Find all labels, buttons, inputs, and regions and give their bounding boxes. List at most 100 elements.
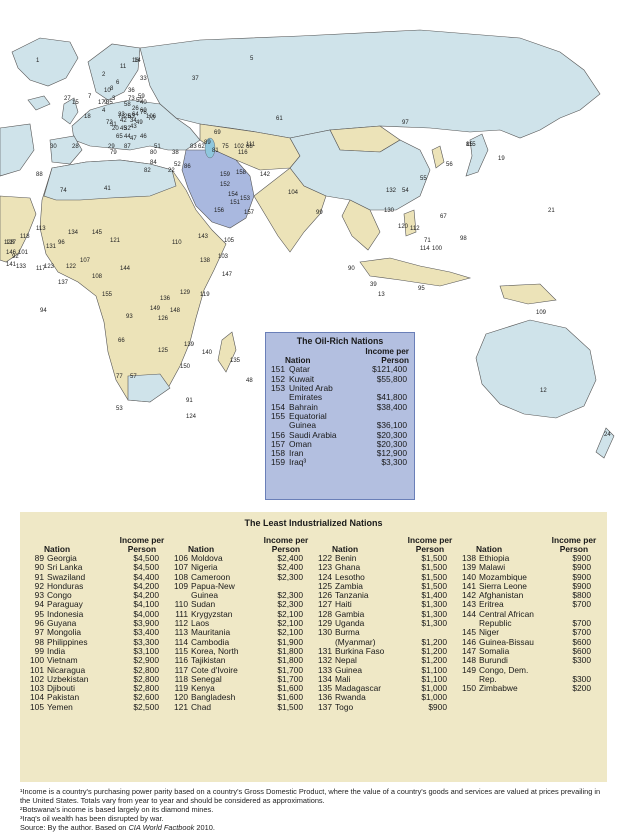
map-label-136: 136 bbox=[160, 296, 171, 302]
least-row-nation: Burma (Myanmar) bbox=[335, 627, 376, 647]
map-label-151: 151 bbox=[230, 200, 241, 206]
least-row-number: 122 bbox=[318, 553, 332, 563]
map-label-117: 117 bbox=[36, 266, 46, 272]
map-label-125: 125 bbox=[158, 348, 169, 354]
map-label-108: 108 bbox=[92, 274, 103, 280]
least-row-income: $4,500 bbox=[133, 553, 159, 563]
least-row-number: 146 bbox=[462, 636, 476, 647]
least-row-nation: Zambia bbox=[335, 580, 363, 591]
map-label-93: 93 bbox=[126, 314, 133, 320]
least-row-nation: Bangladesh bbox=[191, 692, 236, 703]
least-row-number: 92 bbox=[34, 580, 44, 591]
least-row: 105 Yemen $2,500 bbox=[28, 702, 166, 712]
least-row-number: 150 bbox=[462, 683, 476, 694]
least-row-income: $2,400 bbox=[277, 562, 303, 573]
least-row-nation: Krygyzstan bbox=[191, 608, 233, 619]
least-row: 142 Afghanistan $800 bbox=[460, 590, 598, 601]
map-label-121: 121 bbox=[110, 238, 121, 244]
map-label-105: 105 bbox=[224, 238, 235, 244]
least-col-income: Income per Person bbox=[119, 535, 165, 554]
map-label-50: 50 bbox=[136, 98, 143, 104]
map-label-25: 25 bbox=[124, 114, 131, 120]
least-row: 108 Cameroon $2,300 bbox=[172, 572, 310, 582]
least-row: 118 Senegal $1,700 bbox=[172, 674, 310, 684]
map-label-143: 143 bbox=[198, 234, 209, 240]
india bbox=[253, 167, 327, 253]
least-row: 114 Cambodia $1,900 bbox=[172, 637, 310, 647]
least-row-income: $900 bbox=[572, 571, 591, 582]
least-row-income: $2,300 bbox=[277, 599, 303, 610]
map-label-147: 147 bbox=[222, 272, 233, 278]
map-label-52: 52 bbox=[174, 162, 181, 168]
oil-row-income: $36,100 bbox=[376, 420, 407, 431]
least-row-income: $1,800 bbox=[277, 655, 303, 666]
least-row-income: $1,200 bbox=[421, 645, 447, 656]
least-row-income: $300 bbox=[572, 673, 591, 684]
map-label-89: 89 bbox=[204, 140, 211, 146]
map-label-145: 145 bbox=[92, 230, 103, 236]
map-label-131: 131 bbox=[46, 244, 57, 250]
least-row-income: $2,100 bbox=[277, 627, 303, 638]
least-row-number: 124 bbox=[318, 571, 332, 582]
least-row-income: $700 bbox=[572, 599, 591, 610]
map-label-116: 116 bbox=[238, 150, 248, 156]
least-row-nation: Afghanistan bbox=[479, 590, 524, 601]
least-row-number: 103 bbox=[30, 683, 44, 694]
least-row-number: 100 bbox=[30, 655, 44, 666]
least-row: 134 Mali $1,100 bbox=[316, 673, 454, 684]
map-label-4: 4 bbox=[102, 108, 106, 114]
least-row-nation: Niger bbox=[479, 627, 500, 638]
least-row-number: 137 bbox=[318, 701, 332, 712]
oil-row-income: $3,300 bbox=[381, 457, 407, 468]
least-row-income: $1,600 bbox=[277, 692, 303, 703]
map-label-87: 87 bbox=[124, 144, 131, 150]
source-suffix: 2010. bbox=[194, 823, 215, 832]
americas-north bbox=[0, 123, 35, 177]
least-row-nation: Mozambique bbox=[479, 571, 527, 582]
least-row-income: $1,500 bbox=[277, 701, 303, 712]
map-label-128: 128 bbox=[4, 240, 15, 246]
iberia bbox=[49, 135, 83, 165]
least-row: 113 Mauritania $2,100 bbox=[172, 627, 310, 638]
least-row: 103 Djibouti $2,800 bbox=[28, 683, 166, 694]
oil-row: 151 Qatar $121,400 bbox=[271, 365, 409, 375]
least-row: 132 Nepal $1,200 bbox=[316, 655, 454, 665]
uk bbox=[61, 97, 79, 125]
least-row-nation: Guyana bbox=[47, 618, 77, 629]
least-row: 116 Tajikistan $1,800 bbox=[172, 655, 310, 666]
least-row-income: $300 bbox=[572, 655, 591, 666]
map-label-159: 159 bbox=[220, 172, 231, 178]
least-row: 146 Guinea-Bissau $600 bbox=[460, 636, 598, 647]
south-africa bbox=[127, 373, 171, 403]
least-row-number: 106 bbox=[174, 553, 188, 563]
map-label-107: 107 bbox=[80, 258, 91, 264]
least-row: 149 Congo, Dem. Rep. $300 bbox=[460, 665, 598, 685]
least-row: 115 Korea, North $1,800 bbox=[172, 646, 310, 656]
map-label-137: 137 bbox=[58, 280, 69, 286]
least-row-income: $1,000 bbox=[421, 683, 447, 694]
map-label-133: 133 bbox=[16, 264, 27, 270]
least-row-income: $3,300 bbox=[133, 636, 159, 647]
map-label-119: 119 bbox=[200, 292, 210, 298]
least-row-number: 95 bbox=[34, 608, 44, 619]
least-row-nation: Paraguay bbox=[47, 599, 83, 610]
map-label-37: 37 bbox=[192, 76, 199, 82]
least-row-income: $1,500 bbox=[421, 562, 447, 573]
map-label-36: 36 bbox=[128, 88, 135, 94]
least-row-nation: Uzbekistan bbox=[47, 673, 89, 684]
least-row: 98 Philippines $3,300 bbox=[28, 636, 166, 647]
map-label-49: 49 bbox=[136, 120, 143, 126]
least-row: 94 Paraguay $4,100 bbox=[28, 599, 166, 610]
greenland bbox=[11, 37, 79, 87]
least-row-number: 113 bbox=[174, 627, 188, 638]
least-row-number: 96 bbox=[34, 618, 44, 629]
oil-row-nation: Kuwait bbox=[289, 373, 315, 384]
least-row-number: 134 bbox=[318, 673, 332, 684]
americas bbox=[0, 195, 37, 263]
least-row-income: $2,800 bbox=[133, 683, 159, 694]
map-label-139: 139 bbox=[184, 342, 195, 348]
least-row: 143 Eritrea $700 bbox=[460, 599, 598, 610]
map-label-44: 44 bbox=[124, 134, 131, 140]
oil-row-number: 156 bbox=[271, 429, 285, 440]
map-label-8: 8 bbox=[110, 86, 114, 92]
